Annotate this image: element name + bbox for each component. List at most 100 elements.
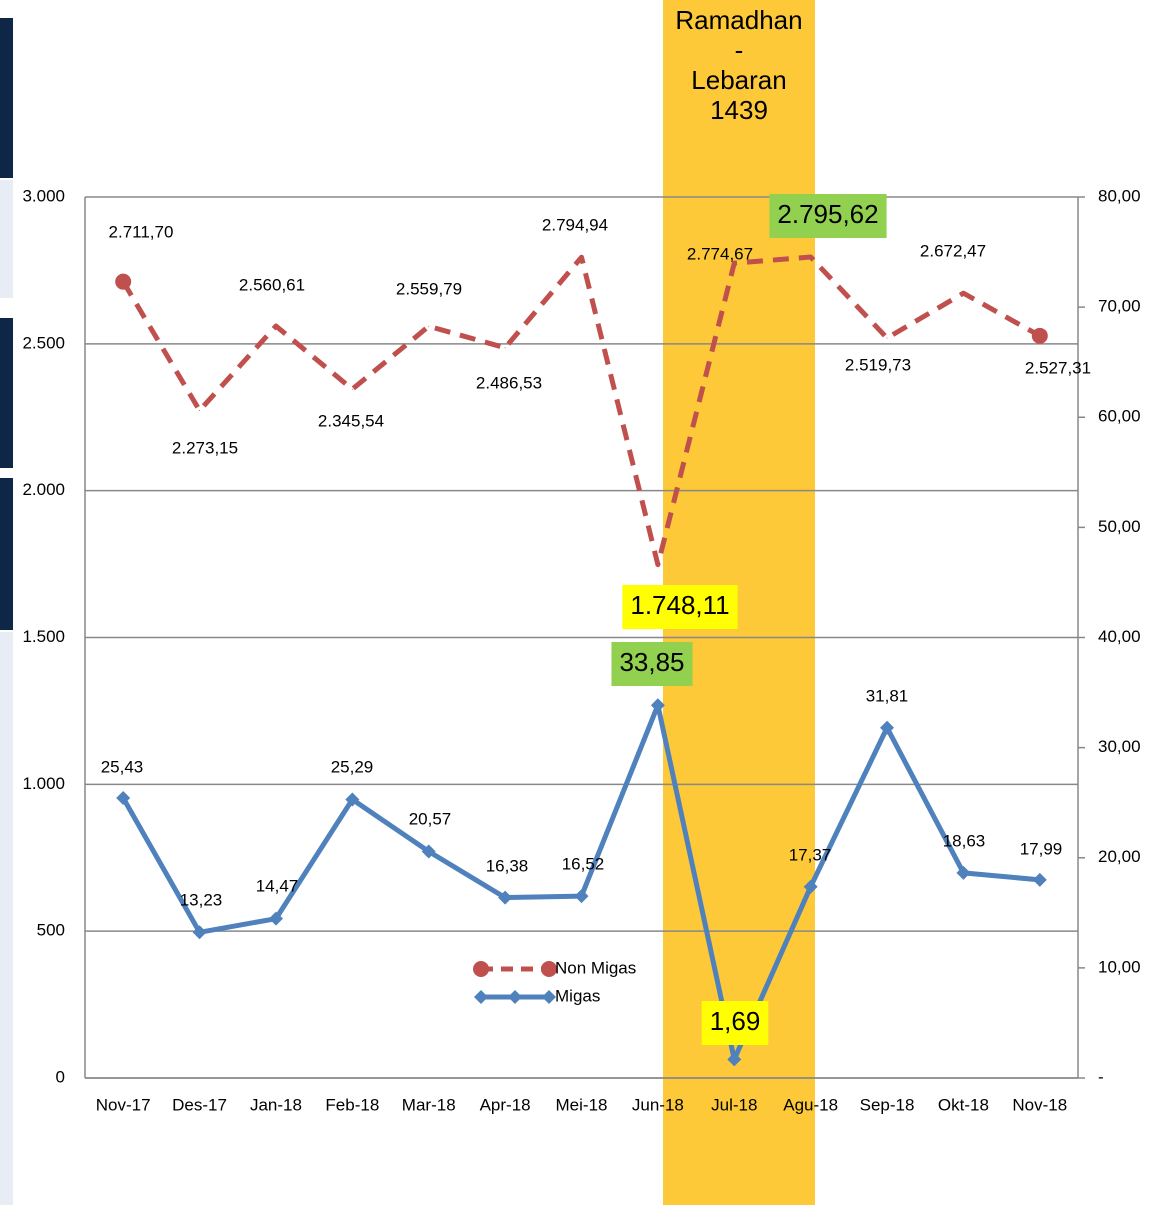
data-label: 2.795,62 [777, 199, 878, 229]
side-bar [0, 632, 13, 1205]
point [199, 409, 201, 411]
legend-marker [542, 990, 556, 1004]
marker [192, 925, 207, 940]
data-label: 17,37 [789, 845, 832, 864]
x-tick-label: Nov-17 [96, 1095, 151, 1114]
point [581, 256, 582, 258]
data-label: 2.794,94 [542, 215, 608, 234]
y2-tick-label: 80,00 [1098, 186, 1141, 205]
point [810, 256, 812, 258]
data-label: 25,29 [331, 757, 374, 776]
point [657, 564, 659, 566]
marker [803, 879, 818, 894]
x-tick-label: Mei-18 [556, 1095, 608, 1114]
point [351, 388, 353, 390]
legend-label: Migas [555, 986, 600, 1005]
y-tick-label: 2.500 [22, 333, 65, 352]
legend-marker [474, 990, 488, 1004]
y2-tick-label: 60,00 [1098, 407, 1141, 426]
data-label: 2.345,54 [318, 411, 384, 430]
data-label: 31,81 [866, 686, 909, 705]
label-box [611, 642, 693, 686]
point [275, 325, 277, 327]
y-tick-label: 2.000 [22, 480, 65, 499]
annotation: 1439 [710, 95, 768, 125]
x-tick-label: Sep-18 [860, 1095, 915, 1114]
data-label: 20,57 [409, 809, 452, 828]
data-label: 1.748,11 [630, 590, 729, 620]
data-label: 2.559,79 [396, 279, 462, 298]
data-label: 16,52 [562, 854, 605, 873]
marker [116, 790, 131, 805]
y2-tick-label: 50,00 [1098, 517, 1141, 536]
data-label: 13,23 [180, 890, 223, 909]
data-label: 16,38 [486, 856, 529, 875]
point [504, 347, 506, 349]
marker [115, 273, 132, 290]
x-tick-label: Mar-18 [402, 1095, 456, 1114]
data-label: 2.711,70 [109, 222, 174, 241]
marker [727, 1052, 742, 1067]
x-tick-label: Apr-18 [480, 1095, 531, 1114]
label-box [769, 194, 887, 238]
point [733, 262, 735, 264]
x-tick-label: Agu-18 [783, 1095, 838, 1114]
x-tick-label: Jul-18 [711, 1095, 757, 1114]
side-bar [0, 180, 13, 298]
point [886, 337, 888, 339]
data-label: 33,85 [619, 647, 684, 677]
side-bar [0, 318, 13, 468]
marker [421, 844, 436, 859]
x-tick-label: Des-17 [172, 1095, 227, 1114]
point [428, 325, 430, 327]
legend-marker [473, 961, 489, 977]
data-label: 18,63 [943, 831, 986, 850]
x-tick-label: Okt-18 [938, 1095, 989, 1114]
point [962, 292, 964, 294]
data-label: 1,69 [710, 1006, 761, 1036]
legend-marker [508, 990, 522, 1004]
series-line [121, 254, 1042, 568]
data-label: 2.527,31 [1025, 358, 1091, 377]
label-box [701, 1001, 769, 1045]
side-bar [0, 18, 13, 178]
y-tick-label: 3.000 [22, 186, 65, 205]
y2-tick-label: 40,00 [1098, 627, 1141, 646]
data-label: 2.486,53 [476, 373, 542, 392]
side-bar [0, 478, 13, 630]
label-box [622, 585, 738, 629]
annotation: Ramadhan [675, 5, 802, 35]
y2-tick-label: - [1098, 1067, 1104, 1086]
marker [1031, 327, 1048, 344]
marker [268, 911, 283, 926]
data-label: 2.774,67 [687, 244, 753, 263]
data-label: 2.273,15 [172, 438, 238, 457]
data-label: 2.672,47 [920, 241, 986, 260]
legend-label: Non Migas [555, 958, 636, 977]
y2-tick-label: 30,00 [1098, 737, 1141, 756]
y-tick-label: 1.000 [22, 774, 65, 793]
data-label: 17,99 [1020, 839, 1063, 858]
annotation: - [735, 35, 744, 65]
marker [1032, 872, 1047, 887]
legend-marker [541, 961, 557, 977]
x-tick-label: Feb-18 [325, 1095, 379, 1114]
y-tick-label: 500 [37, 921, 65, 940]
x-tick-label: Nov-18 [1012, 1095, 1067, 1114]
marker [956, 865, 971, 880]
marker [498, 890, 513, 905]
data-label: 14,47 [256, 876, 299, 895]
marker [650, 698, 665, 713]
y2-tick-label: 10,00 [1098, 957, 1141, 976]
annotation: Lebaran [691, 65, 786, 95]
y-tick-label: 1.500 [22, 627, 65, 646]
x-tick-label: Jan-18 [250, 1095, 302, 1114]
marker [345, 792, 360, 807]
y2-tick-label: 20,00 [1098, 847, 1141, 866]
marker [880, 720, 895, 735]
x-tick-label: Jun-18 [632, 1095, 684, 1114]
data-label: 25,43 [101, 757, 144, 776]
data-label: 2.519,73 [845, 355, 911, 374]
data-label: 2.560,61 [239, 275, 305, 294]
